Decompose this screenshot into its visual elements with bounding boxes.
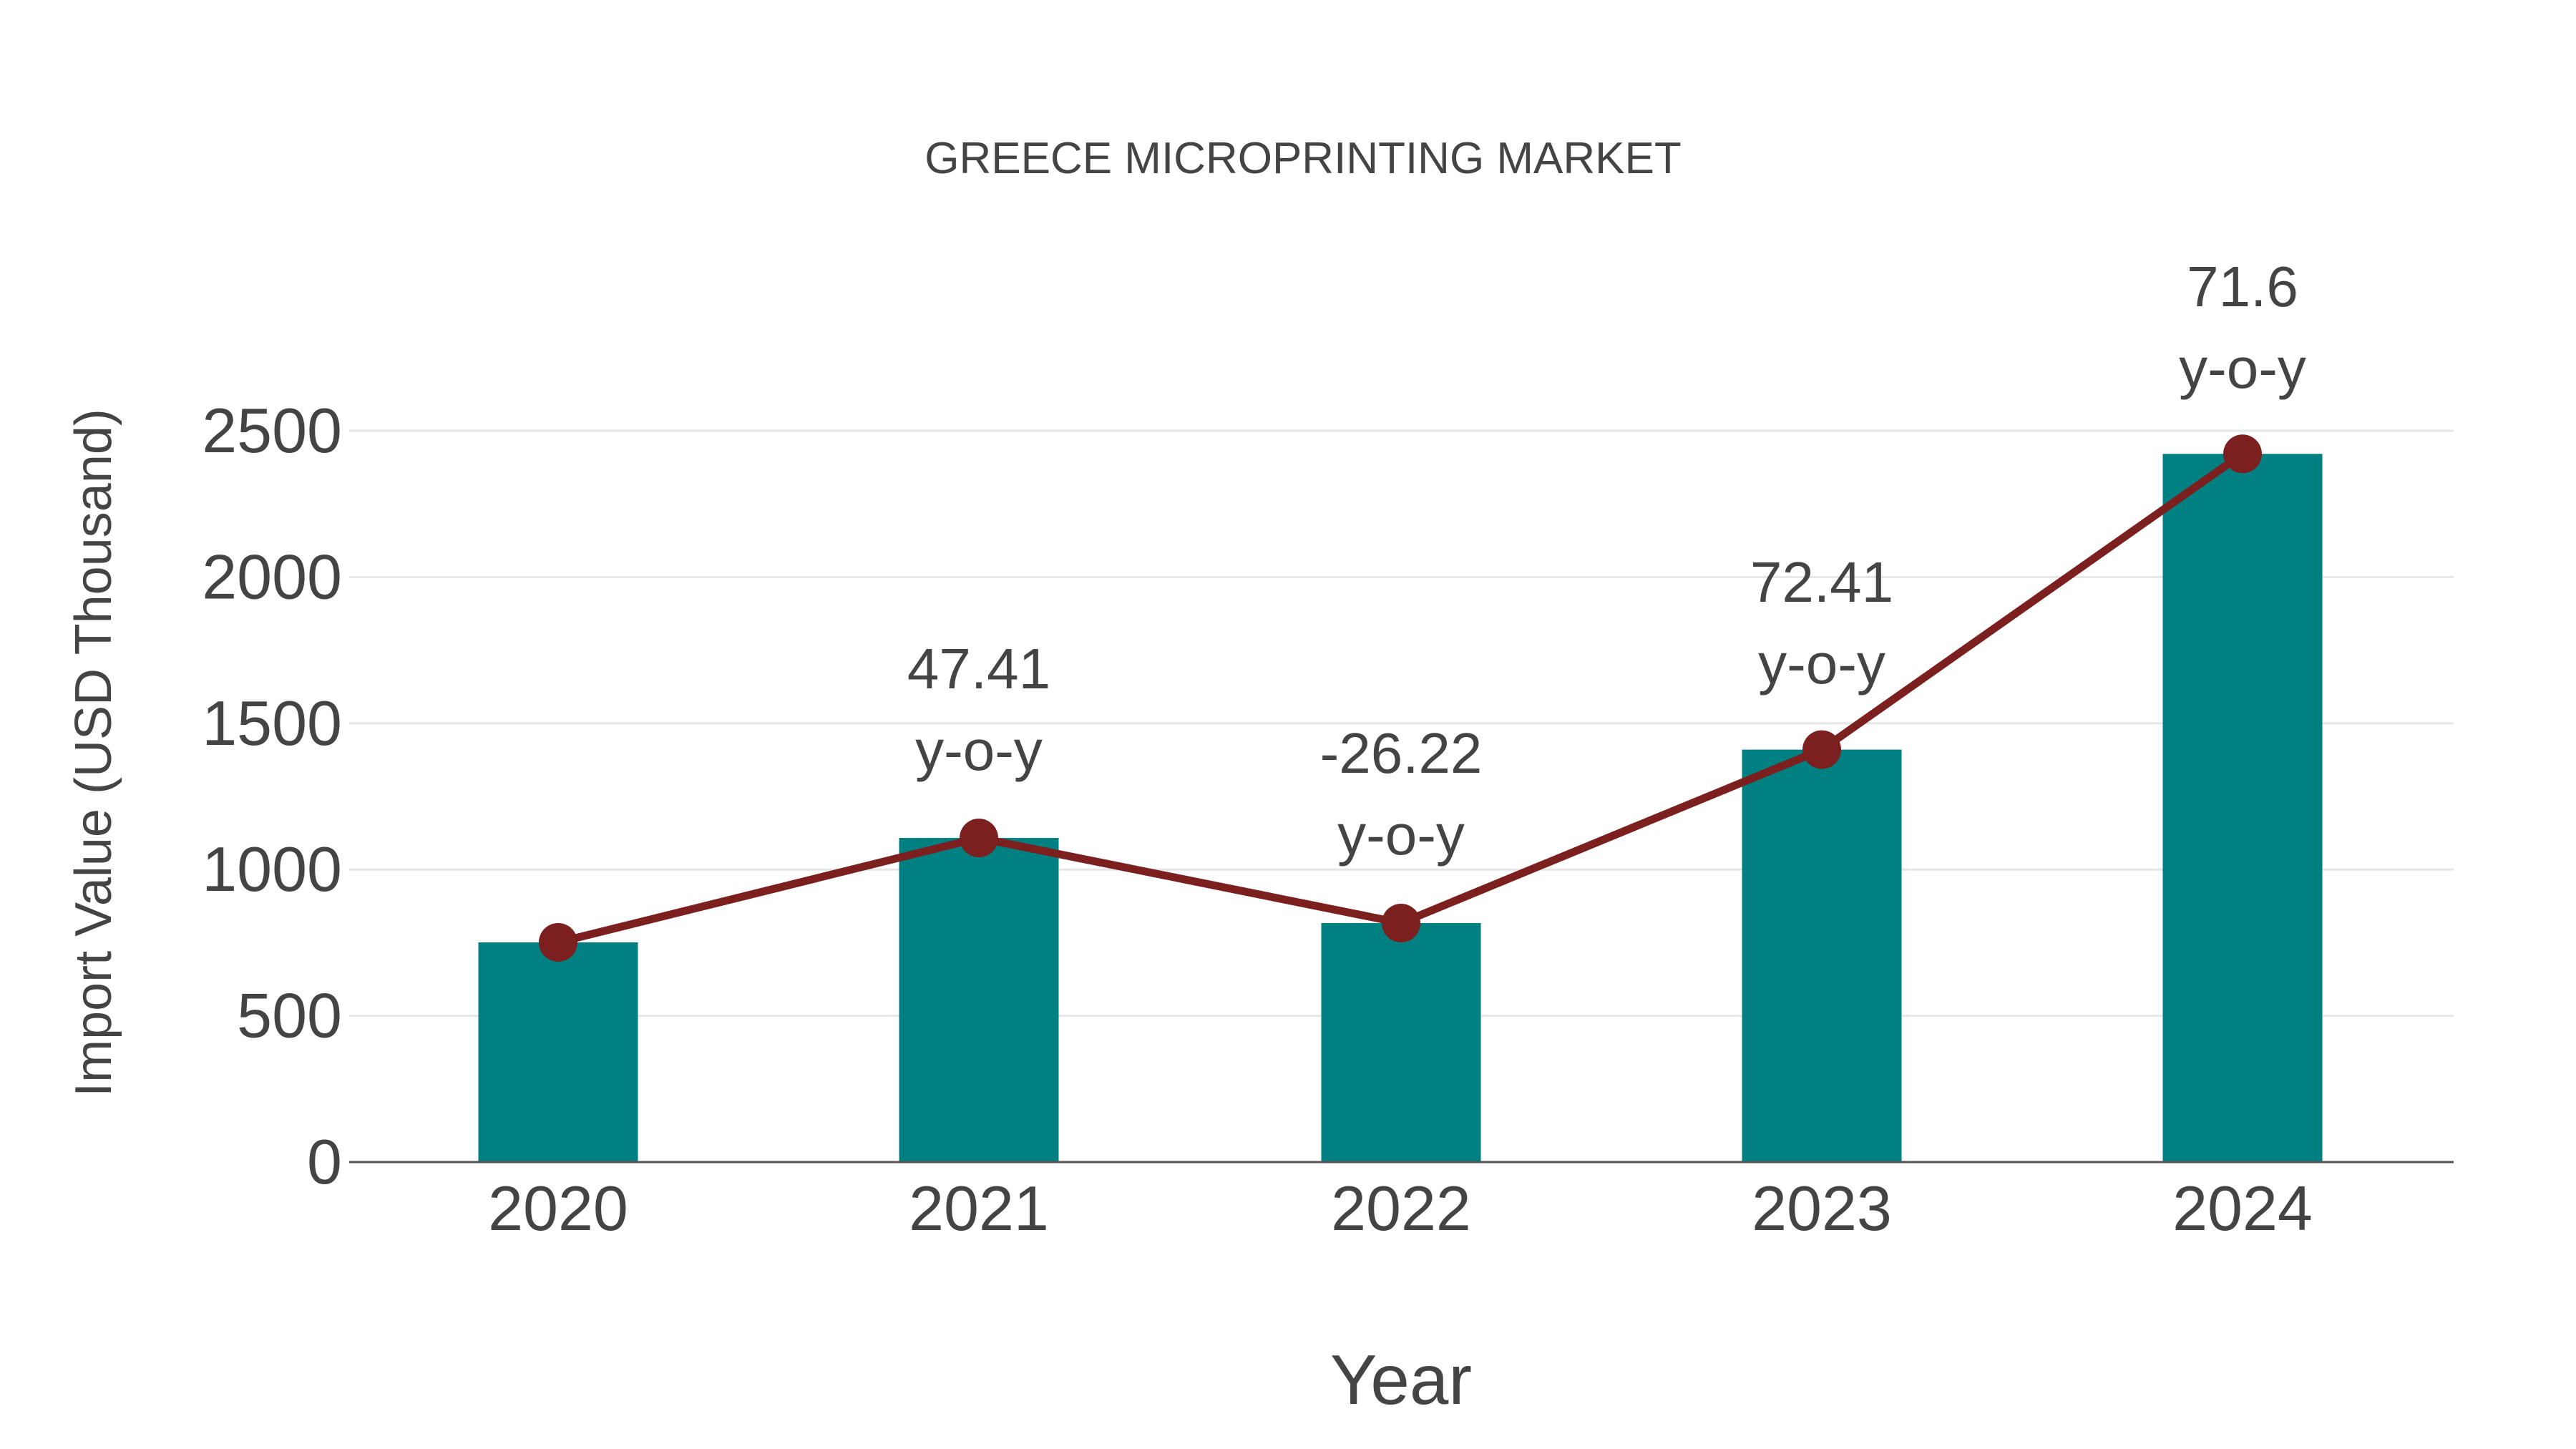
y-tick-label: 0 [307,1126,342,1197]
y-tick-label: 1000 [202,834,342,904]
line-marker-2020 [539,922,577,962]
bar-2023 [1742,749,1902,1162]
yoy-suffix-2021: y-o-y [915,718,1043,782]
x-tick-label: 2021 [909,1173,1049,1244]
y-tick-label: 2500 [202,395,342,466]
x-tick-label: 2023 [1752,1173,1892,1244]
bar-2021 [899,838,1059,1162]
y-tick-label: 500 [237,980,342,1051]
y-axis-ticks: 0 500 1000 1500 2000 2500 [202,395,342,1197]
line-series [539,434,2262,962]
yoy-value-2021: 47.41 [907,637,1050,701]
y-tick-label: 1500 [202,688,342,758]
bars [478,454,2323,1162]
bar-2020 [478,942,638,1162]
x-tick-label: 2020 [488,1173,628,1244]
yoy-suffix-2023: y-o-y [1758,632,1885,696]
yoy-value-2024: 71.6 [2187,255,2298,318]
bar-2022 [1321,923,1481,1162]
x-axis-title: Year [1330,1340,1472,1419]
yoy-value-2022: -26.22 [1320,721,1483,785]
line-marker-2023 [1802,730,1841,769]
gridlines [349,429,2454,1018]
line-marker-2021 [960,819,998,858]
x-axis-ticks: 2020 2021 2022 2023 2024 [488,1173,2313,1244]
x-tick-label: 2022 [1331,1173,1471,1244]
line-marker-2024 [2223,434,2262,474]
yoy-annotations: 47.41 y-o-y -26.22 y-o-y 72.41 y-o-y 71.6 y-o-y [907,255,2306,867]
x-tick-label: 2024 [2172,1173,2313,1244]
yoy-suffix-2024: y-o-y [2179,336,2306,400]
line-marker-2022 [1382,904,1420,943]
y-tick-label: 2000 [202,541,342,612]
yoy-value-2023: 72.41 [1750,550,1893,614]
chart-title: GREECE MICROPRINTING MARKET [924,134,1682,183]
y-axis-title: Import Value (USD Thousand) [65,409,122,1097]
yoy-suffix-2022: y-o-y [1337,803,1465,867]
bar-2024 [2162,454,2323,1162]
